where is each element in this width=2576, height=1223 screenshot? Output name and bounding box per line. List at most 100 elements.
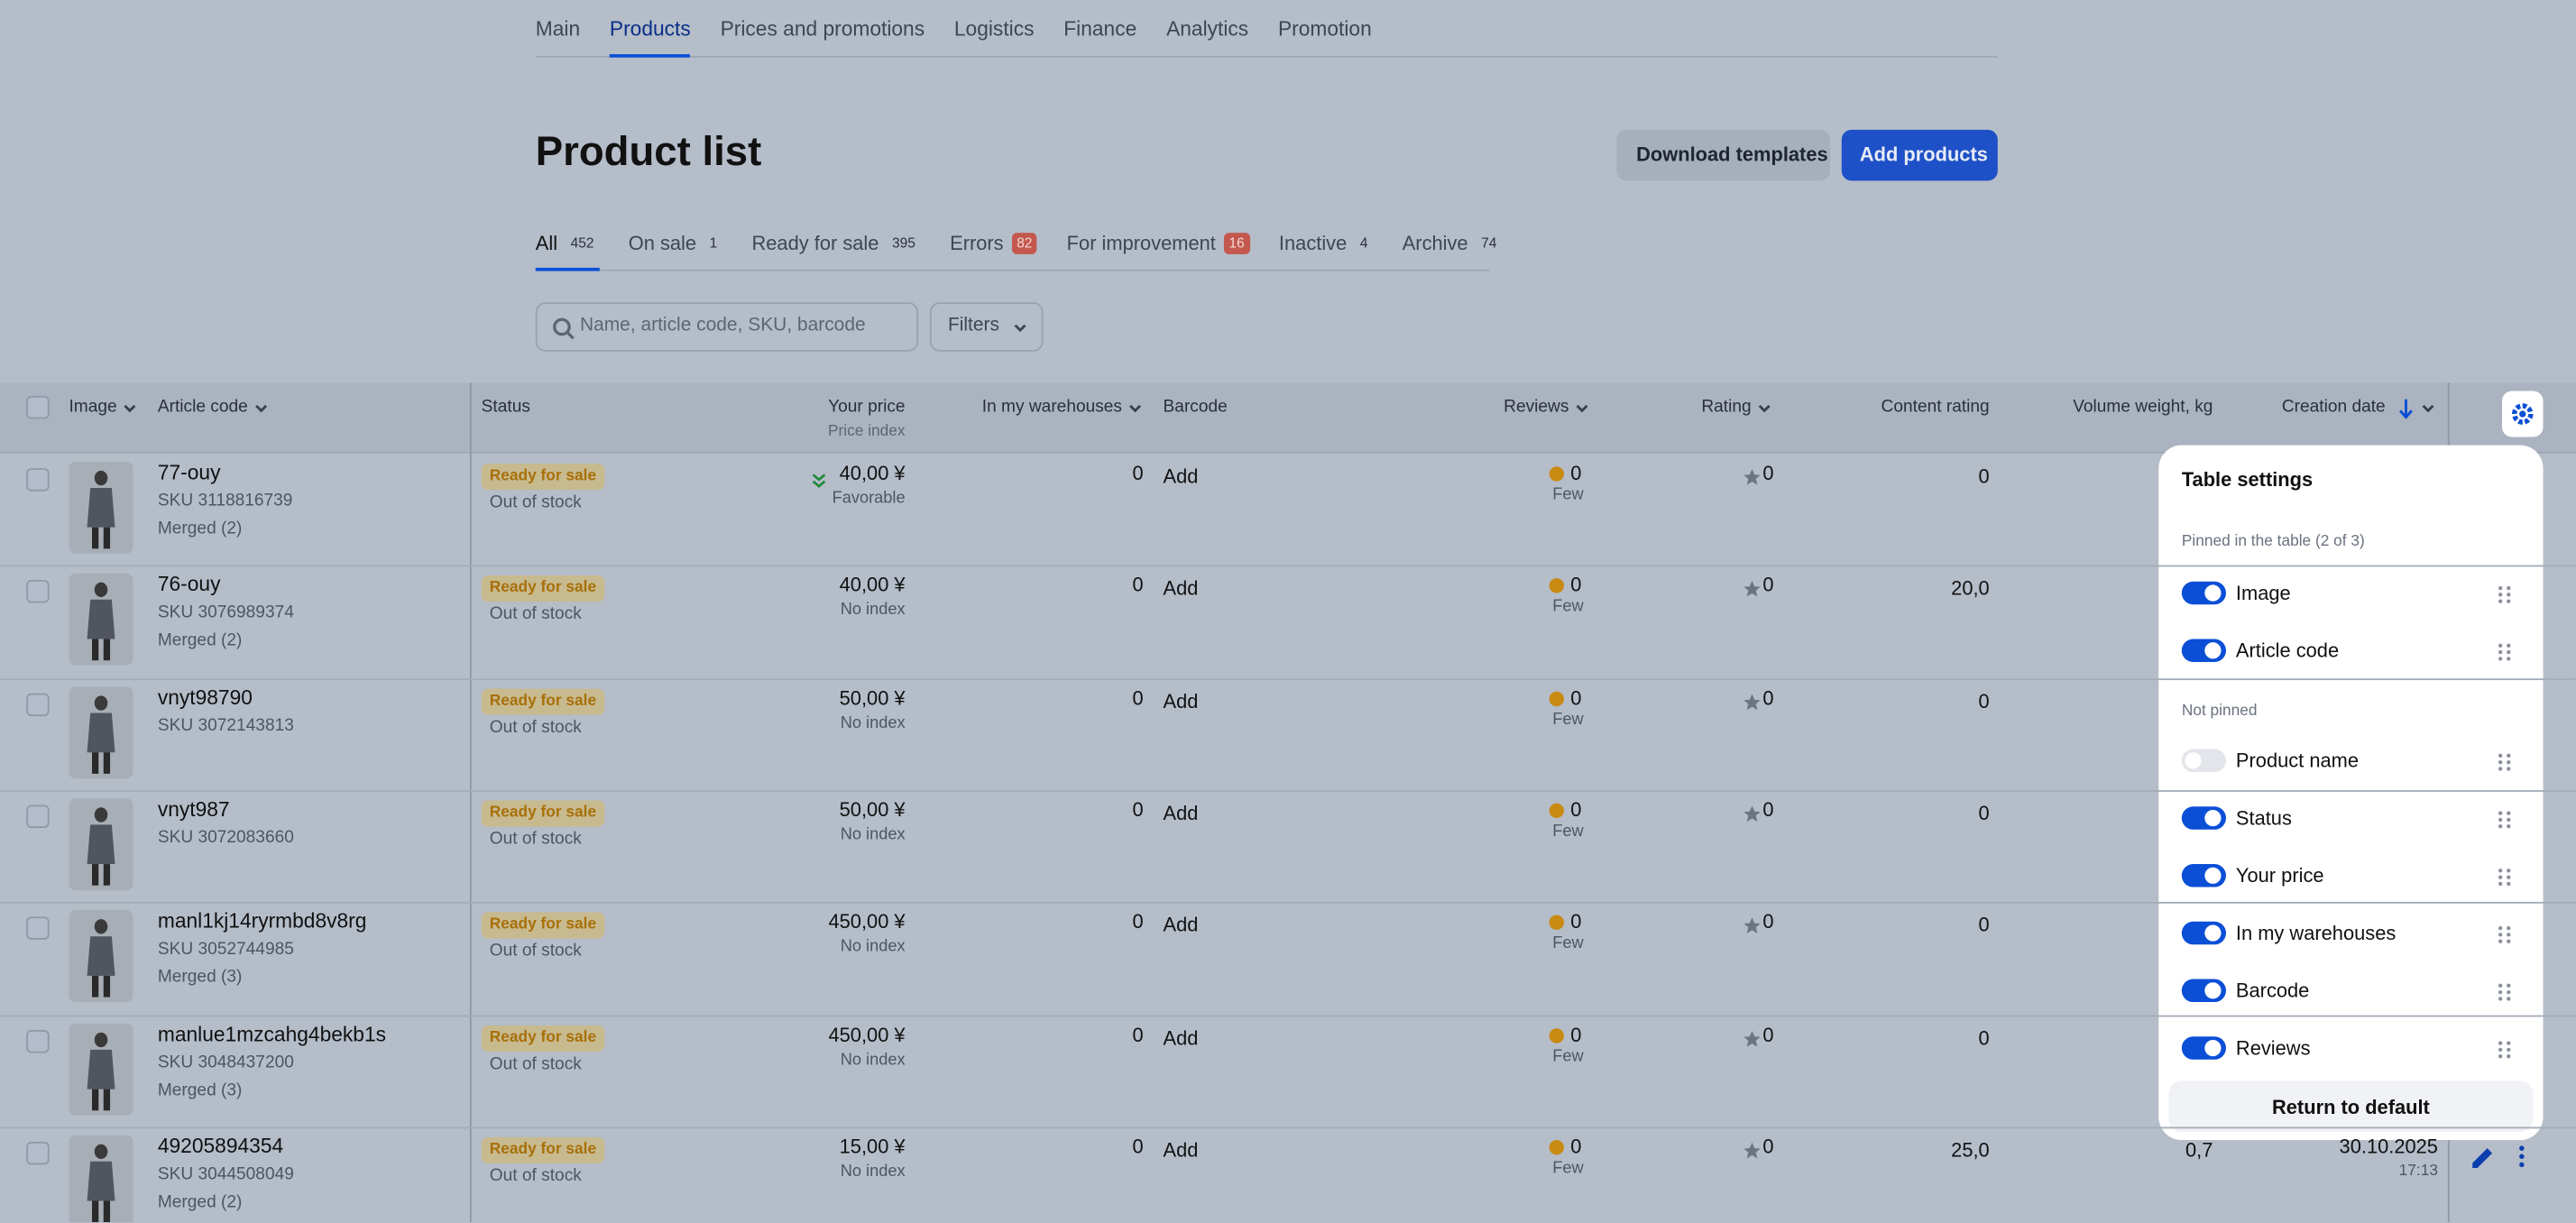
row-checkbox[interactable] <box>26 1141 50 1165</box>
filters-button[interactable] <box>929 302 1044 352</box>
search-box[interactable] <box>535 302 919 352</box>
settings-panel <box>2158 445 2544 1141</box>
drag-handle[interactable] <box>2498 640 2512 661</box>
rating-star <box>1743 690 1762 711</box>
drag-handle[interactable] <box>2498 750 2512 771</box>
download-templates-button[interactable] <box>1616 129 1831 181</box>
drag-handle[interactable] <box>2498 1038 2512 1059</box>
nav-item[interactable]: Main <box>535 17 581 41</box>
tab-label[interactable]: All <box>535 231 558 255</box>
tab-label[interactable]: Ready for sale <box>751 231 879 255</box>
reviews-icon <box>1549 578 1564 593</box>
toggle-knob <box>2204 642 2222 659</box>
column-header[interactable]: Image <box>69 397 117 418</box>
reset-button[interactable] <box>2168 1080 2534 1132</box>
add-products-button[interactable] <box>1841 129 1998 181</box>
merged: Merged (2) <box>157 1191 243 1212</box>
chevron <box>1576 404 1588 413</box>
column-header[interactable]: Article code <box>157 397 248 418</box>
barcode-add[interactable]: Add <box>1163 913 1199 937</box>
reviews: 0 <box>1570 686 1582 710</box>
toggle-knob <box>2204 584 2222 602</box>
price-index: No index <box>840 714 906 733</box>
article-code: 76-ouy <box>157 573 221 596</box>
tab-count: 395 <box>892 234 915 252</box>
chevron <box>1014 324 1026 333</box>
row-checkbox[interactable] <box>26 1030 50 1053</box>
row-checkbox[interactable] <box>26 693 50 717</box>
tab-label[interactable]: Errors <box>950 231 1004 255</box>
drag-handle[interactable] <box>2498 980 2512 1001</box>
price: 40,00 ¥ <box>839 461 906 485</box>
product-image <box>69 1135 133 1223</box>
merged: Merged (2) <box>157 630 243 650</box>
stock: Out of stock <box>489 829 582 850</box>
nav-active-underline <box>609 54 691 58</box>
rating-star <box>1743 802 1762 823</box>
chevron <box>124 404 136 413</box>
toggle-knob <box>2204 867 2222 884</box>
setting-label: Product name <box>2235 749 2360 773</box>
tab-count: 74 <box>1481 234 1497 252</box>
price-index: No index <box>840 1163 906 1182</box>
price: 40,00 ¥ <box>839 573 906 597</box>
row-checkbox[interactable] <box>26 579 50 603</box>
barcode-add[interactable]: Add <box>1163 1026 1199 1050</box>
drag-handle[interactable] <box>2498 866 2512 887</box>
select-all-checkbox[interactable] <box>26 395 50 419</box>
column-header[interactable]: Creation date <box>2281 397 2386 418</box>
rating: 0 <box>1762 461 1774 485</box>
content-rating: 20,0 <box>1951 576 1990 600</box>
row-divider <box>0 901 2576 904</box>
column-header[interactable]: Reviews <box>1504 397 1569 418</box>
barcode-add[interactable]: Add <box>1163 1138 1199 1162</box>
price: 50,00 ¥ <box>839 686 906 710</box>
tab-count: 16 <box>1224 233 1250 253</box>
drag-handle[interactable] <box>2498 924 2512 943</box>
tab-label[interactable]: On sale <box>628 231 697 255</box>
tab-label[interactable]: Archive <box>1402 231 1468 255</box>
column-header: Status <box>481 397 530 418</box>
barcode-add[interactable]: Add <box>1163 576 1199 600</box>
chevron <box>1758 404 1771 413</box>
row-checkbox[interactable] <box>26 916 50 940</box>
nav-item[interactable]: Promotion <box>1277 17 1372 41</box>
column-header[interactable]: In my warehouses <box>981 397 1123 418</box>
tab-label[interactable]: For improvement <box>1066 231 1216 255</box>
column-header: Volume weight, kg <box>2073 397 2213 418</box>
column-header[interactable]: Rating <box>1701 397 1752 418</box>
nav-item[interactable]: Logistics <box>953 17 1035 41</box>
barcode-add[interactable]: Add <box>1163 464 1199 488</box>
content-rating: 25,0 <box>1951 1138 1990 1162</box>
product-image <box>69 798 133 891</box>
merged: Merged (2) <box>157 519 243 538</box>
row-divider <box>0 790 2576 792</box>
row-divider <box>0 565 2576 567</box>
drag-handle[interactable] <box>2498 808 2512 829</box>
row-checkbox[interactable] <box>26 468 50 492</box>
tabs-rule <box>535 269 1491 271</box>
volume-weight: 0,7 <box>2185 1138 2213 1162</box>
column-header: Barcode <box>1163 397 1228 418</box>
barcode-add[interactable]: Add <box>1163 801 1199 825</box>
product-image <box>69 573 133 666</box>
tab-label[interactable]: Inactive <box>1278 231 1348 255</box>
reviews-icon <box>1549 1028 1564 1044</box>
nav-item[interactable]: Prices and promotions <box>720 17 925 41</box>
sku: SKU 3118816739 <box>157 491 293 511</box>
creation-time: 17:13 <box>2398 1162 2438 1181</box>
settings-button[interactable] <box>2501 391 2544 437</box>
drag-handle[interactable] <box>2498 584 2512 603</box>
barcode-add[interactable]: Add <box>1163 689 1199 713</box>
column-header: Content rating <box>1881 397 1990 418</box>
nav-item[interactable]: Finance <box>1063 17 1137 41</box>
stock: Out of stock <box>489 492 582 512</box>
row-checkbox[interactable] <box>26 805 50 828</box>
nav-item[interactable]: Products <box>609 17 691 41</box>
row-actions[interactable] <box>2464 1140 2546 1172</box>
stock: Out of stock <box>489 717 582 738</box>
nav-item[interactable]: Analytics <box>1166 17 1249 41</box>
table-header <box>0 382 2576 454</box>
search-icon <box>553 317 575 340</box>
section-label: Not pinned <box>2181 702 2258 721</box>
